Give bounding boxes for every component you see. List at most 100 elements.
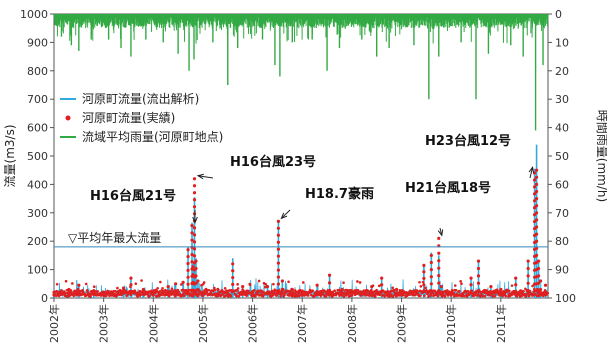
flow-observed-point — [499, 292, 503, 296]
x-tick-label: 2010年 — [444, 304, 458, 343]
flow-observed-point — [534, 246, 539, 250]
flow-observed-point — [532, 206, 537, 210]
x-tick-label: 2002年 — [47, 304, 61, 343]
flow-observed-point — [192, 205, 197, 209]
flow-observed-point — [190, 223, 194, 228]
flow-observed-point — [476, 259, 481, 263]
flow-observed-point — [429, 275, 433, 279]
flow-observed-point — [526, 289, 530, 293]
flow-observed-point — [526, 259, 530, 263]
flow-observed-texture — [462, 294, 466, 298]
flow-observed-texture — [116, 286, 119, 290]
flow-observed-texture — [64, 291, 67, 295]
flow-observed-texture — [419, 285, 423, 288]
flow-observed-point — [536, 266, 541, 271]
y-right-tick-label: 30 — [555, 93, 569, 106]
legend-label-rainfall: 流域平均雨量(河原町地点) — [82, 130, 223, 144]
annotation-arrowhead — [192, 216, 198, 224]
flow-observed-point — [534, 218, 539, 222]
flow-observed-texture — [342, 294, 346, 298]
flow-observed-texture — [183, 294, 186, 297]
flow-observed-point — [276, 268, 281, 272]
flow-observed-point — [276, 275, 281, 279]
flow-observed-point — [422, 276, 426, 281]
flow-observed-texture — [207, 289, 211, 292]
flow-observed-texture — [262, 293, 265, 297]
flow-observed-point — [422, 270, 426, 274]
plot-area — [53, 13, 549, 299]
flow-observed-texture — [96, 290, 100, 293]
flow-observed-texture — [355, 292, 359, 296]
flow-observed-texture — [283, 293, 286, 297]
flow-observed-texture — [160, 289, 163, 292]
flow-observed-texture — [413, 289, 416, 292]
flow-observed-point — [121, 291, 126, 295]
axes: 0 100 200 300 400 500 600 700 800 900 1000 0 10 20 30 4… — [3, 8, 607, 343]
flow-observed-point — [276, 261, 281, 265]
flow-observed-texture — [235, 294, 239, 298]
flow-observed-point — [186, 255, 190, 259]
flow-observed-point — [231, 289, 235, 293]
flow-observed-texture — [418, 280, 421, 284]
flow-observed-point — [534, 204, 539, 208]
flow-observed-texture — [517, 293, 521, 296]
flow-observed-point — [231, 282, 235, 286]
annotation-arrow — [529, 167, 534, 179]
y-left-tick-label: 200 — [27, 235, 48, 248]
flow-observed-texture — [546, 291, 550, 295]
flow-observed-texture — [236, 283, 239, 286]
flow-observed-point — [192, 247, 197, 251]
flow-observed-point — [276, 254, 281, 258]
flow-observed-texture — [485, 289, 489, 292]
flow-observed-point — [151, 293, 155, 297]
flow-observed-texture — [483, 294, 487, 298]
annotation-arrow — [197, 175, 214, 179]
flow-observed-texture — [159, 280, 162, 284]
flow-observed-point — [534, 239, 539, 243]
flow-observed-point — [186, 268, 190, 273]
annotation-label: H23台風12号 — [425, 133, 511, 149]
flow-observed-texture — [221, 293, 224, 296]
flow-observed-texture — [356, 280, 359, 283]
flow-observed-point — [437, 259, 441, 263]
flow-observed-point — [534, 168, 539, 172]
y-left-tick-label: 300 — [27, 207, 48, 220]
flow-observed-point — [380, 283, 384, 287]
flow-observed-texture — [257, 279, 261, 283]
flow-observed-texture — [333, 289, 336, 292]
flow-observed-texture — [191, 294, 195, 298]
flow-observed-texture — [409, 293, 412, 296]
flow-observed-texture — [271, 294, 275, 297]
y-right-tick-label: 0 — [555, 8, 562, 21]
flow-observed-point — [186, 261, 190, 266]
flow-observed-point — [538, 279, 543, 283]
flow-observed-point — [439, 285, 443, 289]
x-tick-label: 2003年 — [97, 304, 111, 343]
annotation-arrowhead — [437, 229, 444, 237]
flow-observed-point — [231, 262, 235, 266]
flow-observed-point — [276, 219, 281, 223]
flow-observed-point — [437, 236, 441, 240]
flow-observed-point — [327, 281, 332, 285]
flow-observed-texture — [247, 289, 250, 293]
flow-observed-texture — [223, 287, 227, 290]
flow-observed-texture — [416, 290, 420, 293]
y-right-axis-title: 時間雨量(mm/h) — [595, 110, 607, 202]
x-tick-label: 2004年 — [146, 304, 160, 343]
flow-observed-texture — [245, 294, 248, 297]
flow-observed-point — [231, 275, 235, 280]
y-left-tick-label: 700 — [27, 93, 48, 106]
flow-observed-point — [191, 272, 195, 277]
flow-observed-texture — [524, 287, 527, 291]
flow-observed-texture — [170, 287, 174, 291]
flow-observed-point — [192, 254, 197, 258]
flow-observed-point — [92, 292, 96, 297]
flow-observed-texture — [252, 288, 256, 292]
flow-observed-point — [449, 290, 453, 294]
flow-observed-point — [121, 286, 126, 290]
flow-observed-point — [534, 253, 539, 257]
flow-observed-point — [437, 281, 441, 285]
flow-observed-point — [429, 260, 433, 265]
annotation-label: H18.7豪雨 — [305, 186, 374, 202]
flow-observed-point — [534, 182, 539, 186]
